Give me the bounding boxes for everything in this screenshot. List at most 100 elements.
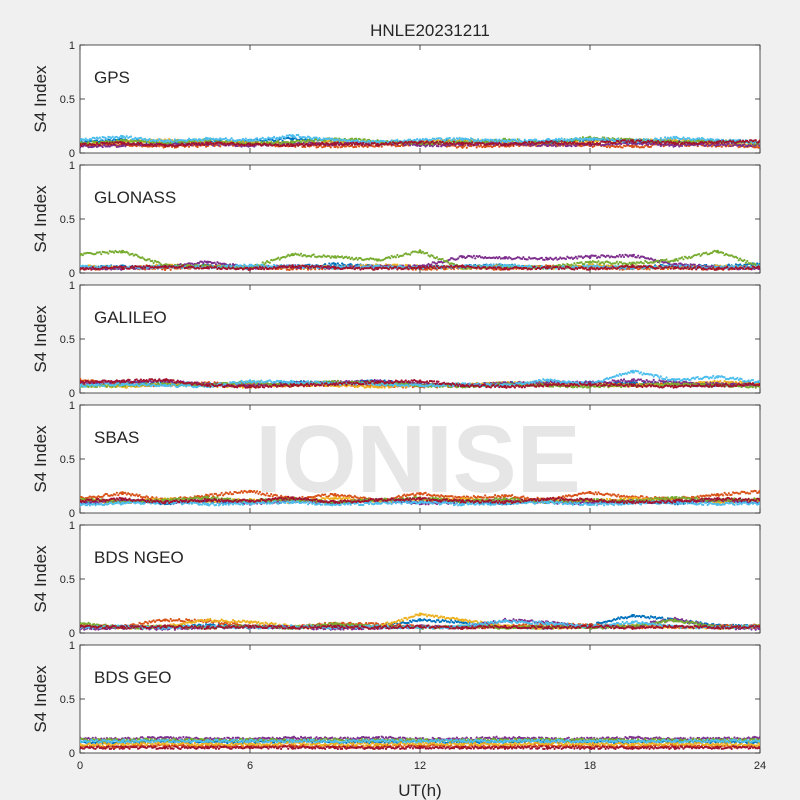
data-point	[472, 143, 475, 146]
data-point	[754, 139, 757, 142]
data-point	[404, 140, 407, 143]
data-point	[197, 142, 201, 145]
data-point	[373, 142, 376, 145]
data-point	[651, 139, 654, 142]
data-point	[723, 143, 726, 146]
data-point	[601, 137, 604, 140]
data-point	[559, 142, 562, 145]
data-point	[720, 141, 723, 144]
data-point	[576, 140, 579, 143]
data-point	[560, 137, 563, 140]
data-point	[240, 145, 243, 148]
data-point	[447, 143, 450, 146]
data-point	[563, 138, 566, 141]
data-point	[659, 142, 662, 145]
data-point	[387, 142, 390, 146]
data-point	[196, 143, 199, 146]
data-point	[512, 143, 515, 146]
data-point	[617, 138, 620, 141]
data-point	[95, 141, 99, 145]
data-point	[189, 143, 192, 147]
data-point	[265, 138, 269, 141]
data-point	[408, 144, 412, 147]
data-point	[646, 143, 650, 146]
data-point	[642, 137, 645, 141]
data-point	[100, 138, 103, 141]
data-point	[608, 143, 611, 146]
data-point	[152, 144, 155, 148]
data-point	[440, 145, 443, 148]
data-point	[659, 136, 662, 140]
data-point	[425, 138, 429, 141]
data-point	[553, 140, 556, 143]
data-point	[224, 137, 228, 140]
y-axis-label: S4 Index	[31, 185, 50, 253]
data-point	[372, 139, 375, 143]
data-point	[641, 143, 644, 146]
data-point	[475, 139, 478, 142]
data-point	[195, 142, 198, 145]
data-point	[389, 141, 392, 144]
data-point	[90, 138, 93, 141]
data-point	[621, 146, 624, 149]
data-point	[102, 143, 106, 147]
data-point	[669, 136, 672, 139]
data-point	[305, 142, 308, 146]
data-point	[335, 142, 338, 146]
series-6	[80, 138, 760, 148]
data-point	[87, 141, 90, 144]
data-point	[151, 143, 154, 146]
data-point	[625, 140, 628, 144]
data-point	[727, 263, 730, 266]
data-point	[124, 136, 127, 139]
data-point	[287, 142, 290, 146]
data-point	[746, 139, 749, 142]
data-point	[108, 138, 111, 141]
y-tick-label: 0	[69, 268, 75, 280]
data-point	[552, 142, 555, 145]
data-point	[673, 137, 677, 140]
data-point	[581, 136, 585, 139]
chart-title: HNLE20231211	[370, 21, 490, 40]
data-point	[356, 139, 359, 142]
data-point	[605, 146, 609, 149]
data-point	[570, 145, 573, 148]
data-point	[267, 144, 270, 147]
data-point	[743, 143, 746, 146]
data-point	[656, 140, 660, 143]
data-point	[448, 144, 451, 147]
data-point	[336, 138, 339, 141]
data-point	[153, 143, 157, 146]
data-point	[268, 142, 271, 146]
data-point	[261, 136, 264, 139]
data-point	[663, 142, 667, 145]
data-point	[328, 262, 331, 265]
data-point	[722, 139, 725, 142]
data-point	[454, 139, 457, 142]
data-point	[180, 142, 184, 145]
data-point	[349, 262, 352, 266]
data-point	[547, 137, 551, 141]
data-point	[634, 141, 637, 144]
data-point	[311, 137, 314, 141]
data-point	[135, 145, 138, 148]
data-point	[680, 144, 684, 148]
data-point	[305, 137, 308, 140]
data-point	[355, 137, 358, 140]
data-point	[131, 140, 134, 144]
data-point	[80, 144, 83, 147]
data-point	[360, 144, 364, 147]
data-point	[301, 142, 304, 146]
data-point	[712, 138, 715, 141]
data-point	[400, 141, 403, 144]
data-point	[374, 139, 378, 143]
data-point	[316, 146, 320, 149]
data-point	[369, 144, 372, 147]
data-point	[345, 145, 348, 148]
data-point	[731, 140, 735, 143]
data-point	[561, 142, 565, 145]
data-point	[336, 262, 339, 265]
data-point	[628, 140, 631, 144]
data-point	[162, 146, 165, 149]
data-point	[305, 140, 308, 143]
